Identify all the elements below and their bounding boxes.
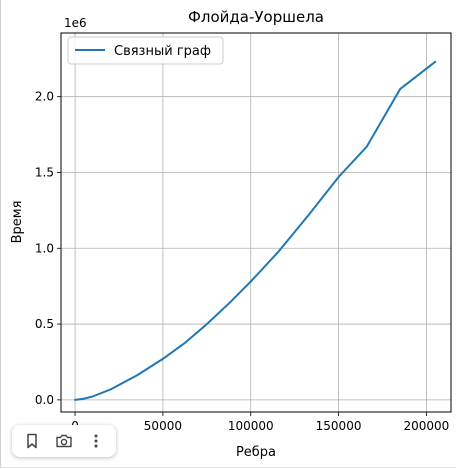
plot-area-border [60,32,452,413]
x-tick-label: 150000 [316,419,362,433]
x-tick-label: 100000 [228,419,274,433]
y-axis-label: Время [10,201,25,244]
more-icon [94,434,98,448]
ticks: 0500001000001500002000000.00.51.01.52.0 [35,90,449,433]
grid [61,33,451,412]
x-axis-label: Ребра [236,445,276,460]
chart-title: Флойда-Уоршела [188,8,324,26]
more-options-button[interactable] [82,427,110,455]
y-tick-label: 2.0 [35,90,54,104]
bookmark-button[interactable] [18,427,46,455]
floating-toolbar [12,425,116,457]
legend-box [67,36,224,65]
x-tick-label: 50000 [144,419,182,433]
legend-label: Связный граф [114,44,211,59]
y-tick-label: 0.0 [35,393,54,407]
y-offset-label: 1e6 [64,16,87,30]
bookmark-icon [27,433,37,449]
camera-icon [56,434,72,448]
screenshot-button[interactable] [50,427,78,455]
y-tick-label: 1.0 [35,241,54,255]
series-line [74,60,437,401]
y-tick-label: 1.5 [35,165,54,179]
y-tick-label: 0.5 [35,317,54,331]
x-tick-label: 200000 [403,419,449,433]
legend: Связный граф [67,36,224,65]
series-layer [74,60,437,401]
